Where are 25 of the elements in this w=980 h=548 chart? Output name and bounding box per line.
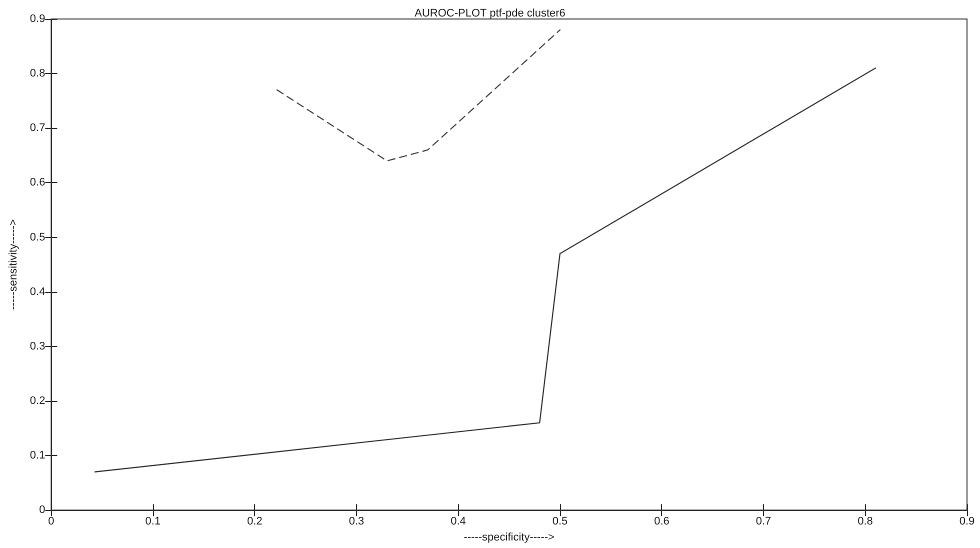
x-tick-label: 0.1: [145, 516, 161, 528]
x-tick-label: 0.4: [450, 516, 466, 528]
y-tick-label: 0.4: [30, 286, 46, 298]
y-tick-label: 0.9: [30, 13, 46, 25]
y-tick-label: 0.5: [30, 231, 46, 244]
y-axis-title: -----sensitivity----->: [8, 219, 20, 310]
line-series: [94, 68, 876, 473]
x-tick-label: 0.9: [959, 516, 975, 528]
y-tick-label: 0.7: [30, 122, 46, 134]
x-tick-label: 0.8: [858, 516, 873, 528]
y-tick-label: 0.6: [30, 176, 46, 189]
y-tick-label: 0.2: [30, 394, 46, 407]
line-series: [276, 29, 561, 162]
x-axis-title: -----specificity----->: [464, 532, 554, 544]
y-tick-label: 0.1: [30, 450, 46, 462]
x-tick-label: 0.2: [247, 516, 262, 528]
x-tick-label: 0: [48, 516, 54, 528]
x-tick-label: 0.3: [348, 516, 364, 528]
y-tick-label: 0.3: [30, 340, 46, 352]
y-tick-label: 0.8: [30, 68, 46, 80]
x-tick-label: 0.6: [654, 516, 670, 528]
x-tick-label: 0.5: [552, 516, 568, 528]
x-tick-label: 0.7: [756, 516, 772, 528]
y-tick-label: 0: [39, 504, 46, 516]
chart-title: AUROC-PLOT ptf-pde cluster6: [414, 8, 566, 20]
